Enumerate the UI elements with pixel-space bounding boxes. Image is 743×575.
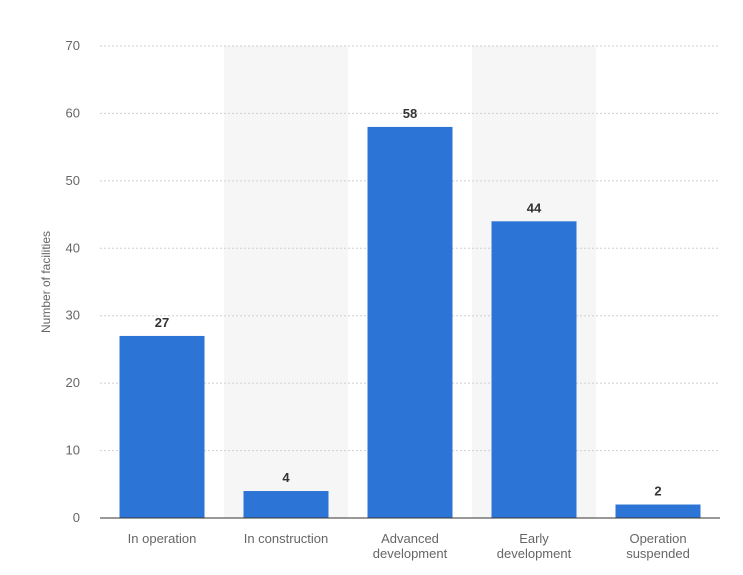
y-tick-label: 70 bbox=[66, 38, 80, 53]
y-axis-title: Number of facilities bbox=[39, 231, 53, 333]
x-tick-label: Early development bbox=[497, 531, 572, 561]
x-tick-label: In operation bbox=[128, 531, 197, 546]
bars bbox=[119, 126, 701, 519]
y-tick-label: 60 bbox=[66, 105, 80, 120]
bar[interactable] bbox=[243, 491, 329, 518]
y-tick-label: 30 bbox=[66, 308, 80, 323]
x-tick-label: Advanced development bbox=[373, 531, 448, 561]
bar[interactable] bbox=[491, 221, 577, 519]
y-axis-ticks: 0 10 20 30 40 50 60 70 bbox=[66, 38, 80, 525]
x-axis-ticks: In operation In construction Advanced devel… bbox=[128, 531, 690, 561]
data-label: 2 bbox=[654, 484, 661, 499]
data-label: 44 bbox=[527, 200, 542, 215]
y-tick-label: 10 bbox=[66, 443, 80, 458]
column-band bbox=[224, 46, 348, 518]
bar[interactable] bbox=[615, 504, 701, 518]
data-label: 27 bbox=[155, 315, 169, 330]
bar[interactable] bbox=[119, 335, 205, 518]
data-labels: 27 4 58 44 2 bbox=[155, 106, 662, 499]
y-tick-label: 20 bbox=[66, 375, 80, 390]
x-tick-label: In construction bbox=[244, 531, 329, 546]
x-tick-label: Operation suspended bbox=[626, 531, 690, 561]
data-label: 4 bbox=[282, 470, 290, 485]
y-tick-label: 50 bbox=[66, 173, 80, 188]
y-tick-label: 0 bbox=[73, 510, 80, 525]
y-tick-label: 40 bbox=[66, 240, 80, 255]
bar[interactable] bbox=[367, 126, 453, 519]
data-label: 58 bbox=[403, 106, 417, 121]
